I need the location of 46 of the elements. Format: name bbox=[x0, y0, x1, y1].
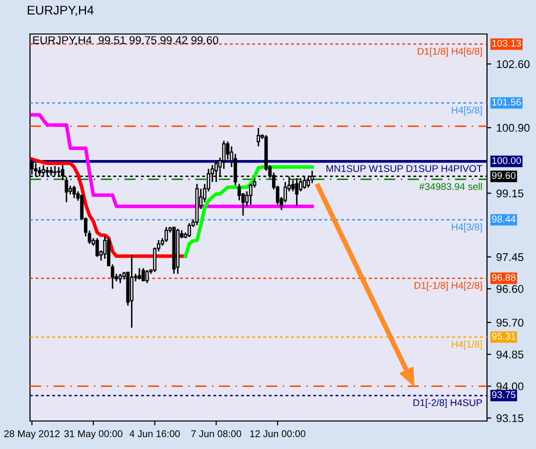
ref-line-label: 101.56 bbox=[492, 98, 521, 106]
ref-line-label: 95.31 bbox=[492, 332, 516, 340]
annotation: MN1SUP W1SUP D1SUP H4PIVOT bbox=[326, 165, 482, 172]
annotation: D1[-2/8] H4SUP bbox=[414, 398, 482, 408]
annotation: D1[-1/8] H4[2/8] bbox=[414, 282, 482, 291]
line-series bbox=[30, 113, 314, 208]
ref-line-label: 93.75 bbox=[492, 391, 516, 398]
candlestick bbox=[291, 179, 295, 192]
ref-line-label: 99.60 bbox=[492, 172, 516, 179]
annotation: #34983.94 sell bbox=[419, 182, 482, 190]
annotation: H4[3/8] bbox=[452, 223, 482, 232]
candlestick bbox=[130, 254, 134, 328]
candlestick bbox=[256, 127, 260, 148]
y-tick-label: 94.00 bbox=[496, 382, 524, 390]
candlestick bbox=[142, 267, 145, 282]
chart-subtitle: EURJPY,H4 99.51 99.75 99.42 99.60 bbox=[33, 36, 218, 46]
x-tick-label: 4 Jun 16:00 bbox=[130, 430, 180, 438]
ref-line-label: 98.44 bbox=[492, 216, 516, 222]
candlestick bbox=[118, 273, 122, 284]
y-tick-label: 102.60 bbox=[496, 60, 530, 68]
candlestick bbox=[138, 267, 142, 280]
x-tick-label: 28 May 2012 bbox=[4, 430, 60, 440]
chart-title: EURJPY,H4 bbox=[28, 6, 94, 16]
candlestick bbox=[72, 185, 76, 199]
candlestick bbox=[188, 222, 192, 238]
y-tick-label: 96.60 bbox=[496, 285, 524, 293]
y-tick-label: 95.70 bbox=[496, 318, 524, 327]
candlestick bbox=[164, 226, 168, 243]
line-series bbox=[184, 165, 314, 258]
y-tick-label: 100.90 bbox=[496, 124, 530, 132]
annotation: H4[5/8] bbox=[452, 106, 482, 116]
x-tick-label: 12 Jun 00:00 bbox=[250, 430, 306, 438]
annotation: H4[1/8] bbox=[452, 340, 482, 350]
x-tick-label: 31 May 00:00 bbox=[64, 430, 122, 440]
y-tick-label: 94.85 bbox=[496, 350, 524, 358]
y-tick-label: 97.45 bbox=[496, 253, 524, 262]
y-tick-label: 99.15 bbox=[496, 189, 524, 198]
y-tick-label: 93.15 bbox=[496, 414, 524, 422]
ref-line-label: 96.88 bbox=[492, 274, 516, 281]
ref-line-label: 103.13 bbox=[492, 40, 521, 47]
candlestick bbox=[145, 269, 149, 284]
ref-line-label: 100.00 bbox=[492, 157, 521, 164]
candlestick bbox=[95, 237, 99, 258]
annotation: D1[1/8] H4[6/8] bbox=[418, 48, 482, 57]
line-series bbox=[30, 157, 188, 258]
x-tick-label: 7 Jun 08:00 bbox=[191, 430, 242, 438]
